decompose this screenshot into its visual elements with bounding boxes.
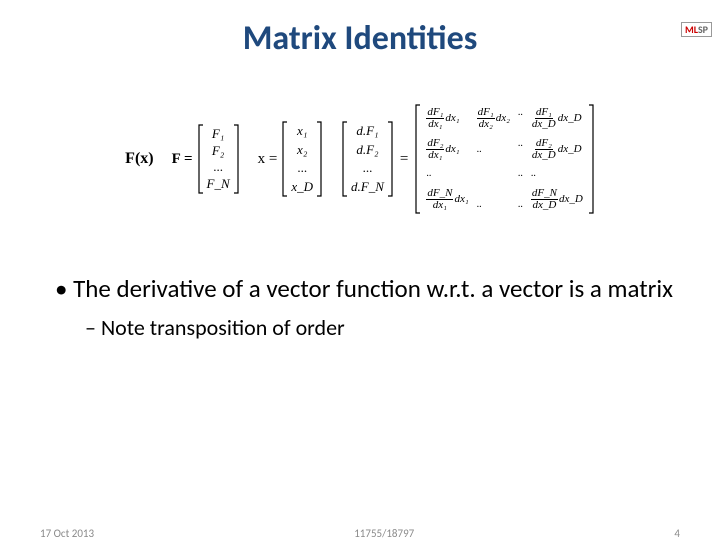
- bracket-right-icon: [315, 121, 323, 197]
- bracket-right-icon: [587, 104, 595, 214]
- slide-title: Matrix Identities: [0, 18, 720, 59]
- dF-row: d.F₁: [356, 123, 378, 139]
- fx-label: F(x): [125, 150, 153, 168]
- x-row: x_D: [291, 179, 313, 195]
- jacobian-eq: d.F₁ d.F₂ ... d.F_N = dF₁dx₁dx₁ dF₂dx₁dx…: [341, 104, 595, 214]
- jacobian-matrix: dF₁dx₁dx₁ dF₂dx₁dx₁ .. dF_Ndx₁dx₁ dF₁dx₂…: [422, 104, 586, 214]
- dF-row: ...: [363, 160, 373, 176]
- bracket-right-icon: [386, 121, 394, 197]
- x-vector: x = x₁ x₂ ... x_D: [258, 121, 323, 197]
- equals-sign: =: [400, 151, 408, 168]
- bracket-left-icon: [281, 121, 289, 197]
- x-row: x₁: [297, 123, 307, 139]
- dF-row: d.F₂: [356, 142, 378, 158]
- bracket-left-icon: [414, 104, 422, 214]
- math-area: F(x) F = F₁ F₂ ... F_N x = x₁ x₂ ... x_D…: [0, 104, 720, 214]
- x-row: ...: [297, 160, 307, 176]
- logo-text-sub: SP: [698, 23, 708, 36]
- footer-date: 17 Oct 2013: [40, 527, 94, 540]
- F-row: F₁: [212, 126, 224, 142]
- bracket-right-icon: [232, 124, 240, 194]
- F-vector: F = F₁ F₂ ... F_N: [172, 124, 240, 194]
- logo-text-main: ML: [685, 23, 698, 36]
- F-label: F =: [172, 151, 193, 168]
- bracket-left-icon: [197, 124, 205, 194]
- dF-row: d.F_N: [351, 179, 384, 195]
- logo-badge: MLSP: [681, 22, 712, 37]
- F-row: F₂: [212, 143, 224, 159]
- bullet-list: The derivative of a vector function w.r.…: [0, 274, 720, 343]
- footer-course: 11755/18797: [354, 527, 414, 540]
- F-row: ...: [213, 159, 223, 175]
- footer-page: 4: [674, 527, 680, 540]
- x-row: x₂: [297, 142, 307, 158]
- F-row: F_N: [207, 176, 230, 192]
- bullet-main: The derivative of a vector function w.r.…: [55, 274, 680, 304]
- bullet-sub: Note transposition of order: [85, 314, 680, 343]
- bracket-left-icon: [341, 121, 349, 197]
- slide-footer: 17 Oct 2013 11755/18797 4: [0, 527, 720, 540]
- x-label: x =: [258, 151, 278, 168]
